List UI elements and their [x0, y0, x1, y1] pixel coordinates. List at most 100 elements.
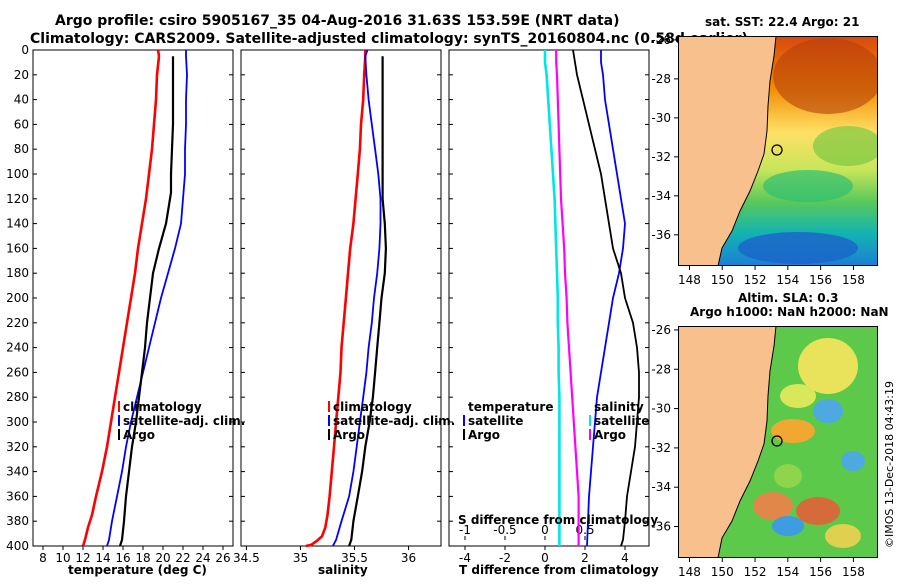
depth-tick-label: 0 [21, 43, 29, 57]
series-salinity-satellite [543, 50, 561, 546]
legend-swatch-sal-argo [589, 429, 591, 440]
sst-patch [763, 170, 853, 202]
sla-high-patch [796, 497, 840, 525]
temperature-series [81, 49, 188, 547]
legend-swatch-temp-satellite [463, 415, 465, 426]
sst-map [678, 36, 878, 266]
sla-land [678, 326, 777, 558]
sla-lat-ticks: -26 -28 -30 -32 -34 -36 [651, 323, 678, 534]
lat-tick-label: -28 [651, 362, 671, 376]
legend-label: climatology [333, 400, 412, 414]
lon-tick-label: 150 [711, 565, 734, 579]
legend-label: Argo [123, 428, 155, 442]
temperature-xlabel: temperature (deg C) [68, 563, 207, 577]
series-climatology [305, 50, 367, 548]
legend-heading: temperature [468, 400, 553, 414]
legend-label: satellite [594, 414, 649, 428]
legend-label: satellite [468, 414, 523, 428]
x-tick-label: 24 [195, 551, 210, 565]
depth-tick-label: 280 [6, 390, 29, 404]
x-tick-label: 2 [581, 551, 589, 565]
x-tick-label: 0 [541, 523, 549, 537]
lon-tick-label: 154 [776, 273, 799, 287]
depth-tick-label: 100 [6, 167, 29, 181]
figure-title-line2: Climatology: CARS2009. Satellite-adjuste… [30, 31, 748, 47]
temperature-panel-frame [32, 49, 234, 547]
salinity-panel-frame [240, 49, 442, 547]
sla-patch [774, 464, 802, 488]
depth-tick-label: 240 [6, 341, 29, 355]
x-tick-label: 14 [95, 551, 110, 565]
legend-label: satellite-adj. clim. [123, 414, 245, 428]
lat-tick-label: -36 [651, 520, 671, 534]
lat-tick-label: -34 [651, 480, 671, 494]
x-tick-label: 35.5 [341, 551, 368, 565]
lon-tick-label: 152 [744, 273, 767, 287]
series-climatology [81, 49, 161, 547]
figure-title-line1: Argo profile: csiro 5905167_35 04-Aug-20… [55, 13, 619, 29]
series-satellite-adj-clim- [106, 50, 188, 547]
legend-label: Argo [468, 428, 500, 442]
lat-tick-label: -28 [651, 72, 671, 86]
depth-tick-label: 380 [6, 514, 29, 528]
legend-label: climatology [123, 400, 202, 414]
sla-patch [798, 338, 858, 394]
sst-map-frame [678, 36, 878, 266]
legend-heading: salinity [594, 400, 644, 414]
legend-swatch-temp-argo [463, 429, 465, 440]
lon-tick-label: 148 [678, 565, 701, 579]
salinity-series [305, 49, 387, 548]
sla-low-patch [772, 516, 804, 536]
lon-tick-label: 150 [711, 273, 734, 287]
x-tick-label: -4 [459, 551, 471, 565]
lon-tick-label: 158 [842, 565, 865, 579]
lat-tick-label: -26 [651, 33, 671, 47]
legend-label: satellite-adj. clim. [333, 414, 455, 428]
sst-cool-patch [738, 232, 858, 264]
depth-tick-label: 20 [14, 68, 29, 82]
lat-tick-label: -26 [651, 323, 671, 337]
series-satellite-adj-clim- [332, 49, 382, 547]
depth-tick-label: 260 [6, 365, 29, 379]
series-temperature-argo [572, 49, 640, 547]
lon-tick-label: 152 [744, 565, 767, 579]
depth-axis: 0 20 40 60 80 100 120 140 160 180 200 220 240 260 280 3… [6, 43, 649, 553]
sla-patch [825, 524, 861, 548]
x-tick-label: 16 [115, 551, 130, 565]
depth-tick-label: 340 [6, 465, 29, 479]
legend-label: Argo [333, 428, 365, 442]
legend-label: Argo [594, 428, 626, 442]
series-salinity-argo [555, 50, 580, 546]
depth-tick-label: 220 [6, 316, 29, 330]
x-tick-label: 36 [401, 551, 416, 565]
depth-tick-label: 200 [6, 291, 29, 305]
x-tick-label: 0 [541, 551, 549, 565]
depth-tick-label: 140 [6, 217, 29, 231]
sst-map-title: sat. SST: 22.4 Argo: 21 [705, 15, 859, 29]
sla-map [678, 326, 878, 558]
sla-high-patch [753, 492, 793, 520]
x-tick-label: 35 [293, 551, 308, 565]
sla-low-patch [841, 451, 865, 471]
difference-legend-right: salinity satellite Argo [589, 400, 649, 442]
lon-tick-label: 158 [842, 273, 865, 287]
salinity-xlabel: salinity [318, 563, 368, 577]
sla-high-patch [771, 419, 815, 443]
sst-lat-ticks: -26 -28 -30 -32 -34 -36 [651, 33, 678, 242]
difference-panel-frame [448, 49, 650, 547]
series-temperature-satellite [586, 50, 626, 547]
imos-timestamp: ©IMOS 13-Dec-2018 04:43:19 [883, 381, 896, 548]
sst-argo-position-marker [771, 144, 783, 156]
depth-tick-label: 80 [14, 142, 29, 156]
depth-tick-label: 60 [14, 117, 29, 131]
lat-tick-label: -30 [651, 111, 671, 125]
sla-low-patch [813, 399, 843, 423]
sst-lon-ticks: 148 150 152 154 156 158 [678, 266, 865, 287]
lat-tick-label: -32 [651, 441, 671, 455]
legend-swatch-climatology [328, 401, 330, 412]
difference-top-label: S difference from climatology [458, 513, 658, 527]
depth-tick-label: 160 [6, 241, 29, 255]
sst-warm-patch [773, 38, 878, 114]
lat-tick-label: -32 [651, 150, 671, 164]
sla-map-frame [678, 326, 878, 558]
